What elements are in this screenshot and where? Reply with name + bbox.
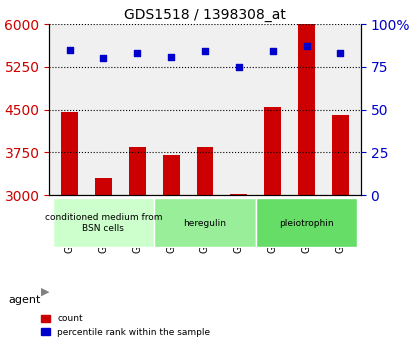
Bar [196, 147, 213, 195]
Point [100, 56, 106, 61]
Bar [61, 112, 78, 195]
Point [336, 50, 343, 56]
FancyBboxPatch shape [154, 198, 255, 247]
Point [66, 47, 73, 52]
Point [167, 54, 174, 59]
Bar [331, 115, 348, 195]
Text: agent: agent [8, 295, 40, 305]
Bar [264, 107, 281, 195]
Text: pleiotrophin: pleiotrophin [279, 218, 333, 228]
FancyBboxPatch shape [255, 198, 357, 247]
Point [134, 50, 140, 56]
Point [235, 64, 242, 70]
Bar [297, 24, 314, 195]
Text: heregulin: heregulin [183, 218, 226, 228]
Point [303, 43, 309, 49]
Text: conditioned medium from
BSN cells: conditioned medium from BSN cells [45, 213, 162, 233]
Point [201, 49, 208, 54]
Title: GDS1518 / 1398308_at: GDS1518 / 1398308_at [124, 8, 285, 22]
Bar [162, 155, 179, 195]
Point [269, 49, 275, 54]
Text: ▶: ▶ [41, 287, 49, 296]
FancyBboxPatch shape [52, 198, 154, 247]
Bar [128, 147, 145, 195]
Legend: count, percentile rank within the sample: count, percentile rank within the sample [37, 311, 213, 341]
Bar [95, 178, 112, 195]
